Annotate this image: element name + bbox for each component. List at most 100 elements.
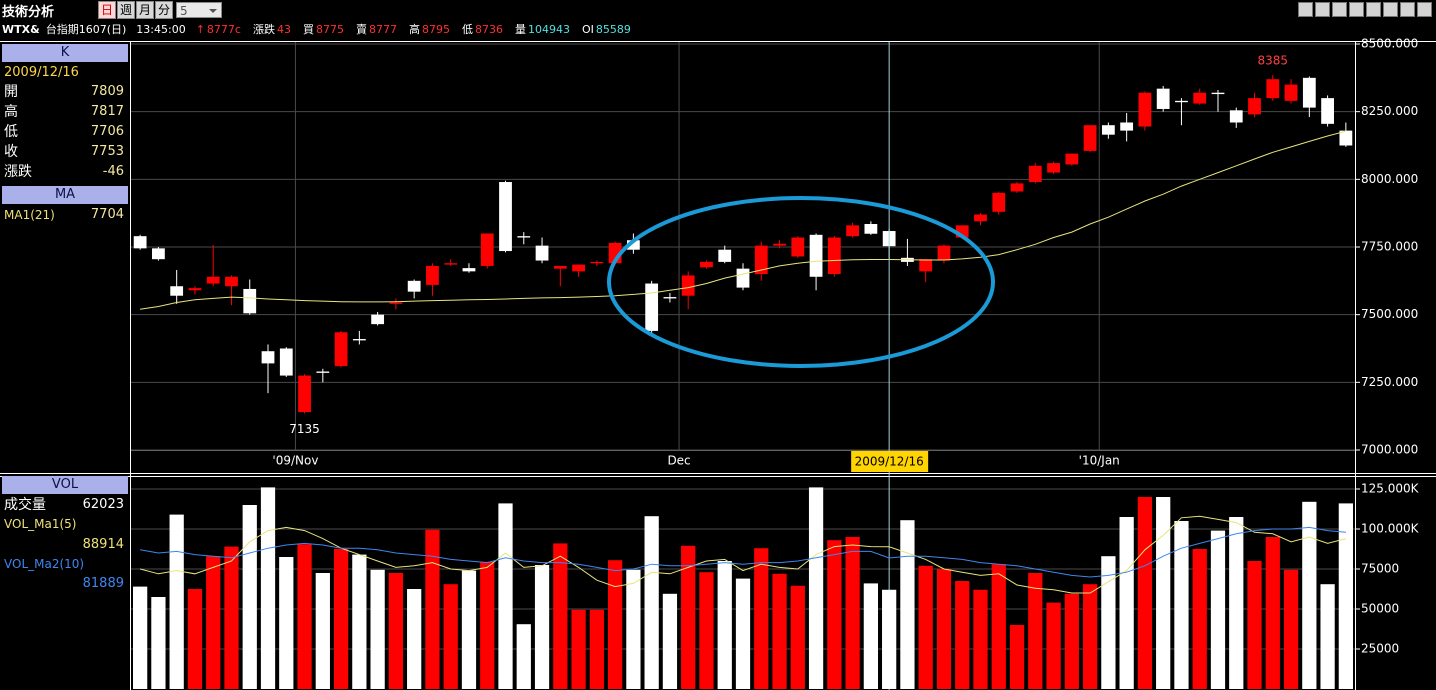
info-value: 7753 bbox=[90, 144, 124, 159]
candle-body bbox=[371, 314, 385, 325]
y-tick-label: 25000 bbox=[1361, 642, 1399, 656]
info-label: 低 bbox=[4, 124, 18, 140]
volume-bar bbox=[352, 554, 367, 689]
candle-body bbox=[1083, 125, 1097, 151]
volume-bar bbox=[206, 556, 221, 689]
y-tick-label: 7000.000 bbox=[1361, 443, 1418, 457]
quote-label: 漲跌 bbox=[252, 23, 275, 36]
info-label: 收 bbox=[4, 144, 18, 160]
y-tick-label: 100.000K bbox=[1361, 522, 1420, 536]
high-annotation: 8385 bbox=[1258, 54, 1289, 68]
icon-button[interactable] bbox=[1366, 2, 1381, 17]
minutes-dropdown[interactable]: 5 bbox=[176, 2, 222, 18]
volume-bar bbox=[1192, 549, 1207, 689]
volume-bar bbox=[260, 487, 276, 689]
candle-body bbox=[426, 265, 439, 285]
icon-button[interactable] bbox=[1383, 2, 1398, 17]
candle-body bbox=[809, 234, 823, 277]
candle-body bbox=[1047, 163, 1060, 173]
y-tick-label: 75000 bbox=[1361, 562, 1399, 576]
y-tick-label: 7500.000 bbox=[1361, 307, 1418, 321]
candle-body bbox=[206, 276, 220, 284]
volume-bar bbox=[1265, 537, 1280, 689]
volume-bar bbox=[388, 573, 404, 689]
candle-body bbox=[480, 233, 494, 266]
candle-body bbox=[827, 237, 841, 275]
cursor-label: 2009/12/16 bbox=[855, 455, 924, 469]
volume-bar bbox=[936, 569, 952, 689]
volume-bar bbox=[151, 597, 166, 689]
candle-body bbox=[225, 276, 238, 287]
info-label: 開 bbox=[4, 84, 18, 100]
quote-label: 高 bbox=[408, 23, 420, 36]
y-tick-label: 7750.000 bbox=[1361, 240, 1418, 254]
candle-body bbox=[1010, 183, 1024, 192]
info-value: 88914 bbox=[82, 537, 124, 552]
low-annotation: 7135 bbox=[289, 422, 320, 436]
volume-bar bbox=[900, 520, 915, 689]
candle-body bbox=[170, 286, 184, 296]
volume-bar bbox=[169, 514, 184, 689]
icon-button[interactable] bbox=[1417, 2, 1432, 17]
candle-body bbox=[937, 245, 951, 261]
icon-button[interactable] bbox=[1315, 2, 1330, 17]
candle-body bbox=[736, 268, 750, 288]
candle-body bbox=[1156, 88, 1170, 109]
line-series bbox=[140, 526, 1346, 578]
volume-bar bbox=[571, 609, 586, 689]
candle-body bbox=[1321, 98, 1334, 124]
candle-body bbox=[1339, 130, 1353, 146]
quote-value: 85589 bbox=[595, 22, 631, 36]
icon-button[interactable] bbox=[1298, 2, 1313, 17]
candle-body bbox=[1175, 100, 1188, 103]
candle-body bbox=[316, 371, 330, 373]
volume-bar bbox=[1283, 569, 1299, 689]
volume-bar bbox=[790, 585, 805, 689]
quote-label: 賣 bbox=[355, 23, 367, 36]
volume-bar bbox=[553, 543, 568, 689]
candle-body bbox=[298, 375, 311, 413]
info-value: 7704 bbox=[90, 207, 124, 222]
volume-bar bbox=[607, 560, 623, 689]
candle-body bbox=[517, 236, 531, 238]
period-tab[interactable]: 日 bbox=[98, 1, 116, 19]
candle-body bbox=[718, 249, 732, 262]
volume-bar bbox=[845, 537, 860, 689]
candle-body bbox=[352, 339, 366, 341]
volume-bar bbox=[133, 586, 148, 689]
volume-bar bbox=[827, 540, 842, 689]
volume-bar bbox=[644, 516, 659, 689]
candle-body bbox=[1065, 153, 1079, 165]
volume-bar bbox=[735, 578, 751, 689]
instrument-name: 台指期1607(日) bbox=[45, 23, 127, 36]
icon-button[interactable] bbox=[1332, 2, 1347, 17]
volume-bar bbox=[772, 573, 787, 689]
period-tab[interactable]: 月 bbox=[136, 1, 154, 19]
candle-body bbox=[791, 237, 805, 257]
volume-bar bbox=[498, 503, 513, 689]
volume-bar bbox=[973, 589, 988, 689]
quote-value: 104943 bbox=[527, 22, 570, 36]
quote-label: 買 bbox=[302, 23, 314, 36]
toolbar: 技術分析 日 週 月 分 5 bbox=[0, 0, 1436, 20]
volume-bar bbox=[333, 549, 349, 689]
info-value: 7809 bbox=[90, 84, 124, 99]
period-tab[interactable]: 週 bbox=[117, 1, 135, 19]
icon-button[interactable] bbox=[1349, 2, 1364, 17]
volume-bar bbox=[1119, 517, 1134, 689]
cursor-date: 2009/12/16 bbox=[4, 65, 79, 80]
y-tick-label: 125.000K bbox=[1361, 482, 1420, 496]
info-row: 81889 bbox=[4, 575, 124, 593]
info-label: 高 bbox=[4, 104, 18, 120]
candle-body bbox=[279, 348, 293, 376]
candle-body bbox=[261, 351, 275, 364]
period-tab[interactable]: 分 bbox=[155, 1, 173, 19]
volume-bar bbox=[1064, 593, 1079, 689]
quote-label: 量 bbox=[514, 23, 526, 36]
info-row: 成交量 62023 bbox=[4, 496, 124, 514]
volume-bar bbox=[863, 583, 879, 689]
icon-button[interactable] bbox=[1400, 2, 1415, 17]
volume-bar bbox=[1338, 503, 1353, 689]
candle-body bbox=[462, 268, 476, 272]
